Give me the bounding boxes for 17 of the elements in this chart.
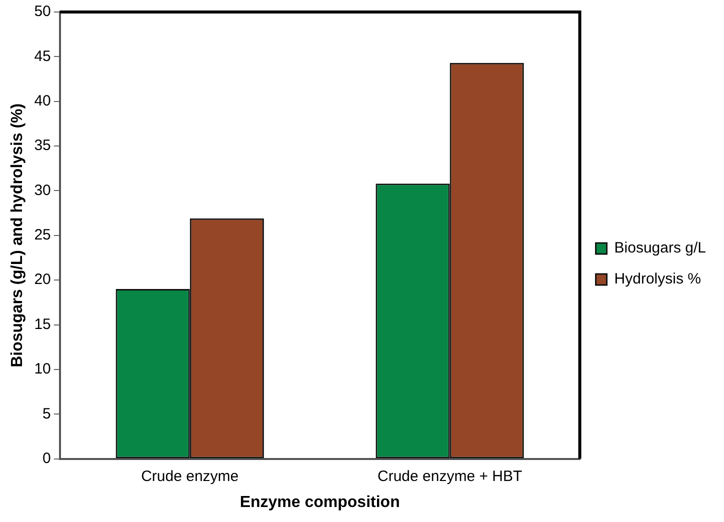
x-axis-title: Enzyme composition: [240, 494, 400, 511]
y-tick-label: 10: [34, 360, 51, 378]
y-tick-label: 35: [34, 137, 51, 154]
y-axis-title: Biosugars (g/L) and hydrolysis (%): [9, 103, 26, 368]
y-tick-label: 50: [34, 3, 51, 20]
y-tick-label: 20: [34, 271, 51, 288]
y-tick-label: 5: [42, 405, 51, 422]
x-tick-label: Crude enzyme: [141, 468, 239, 485]
legend-label: Hydrolysis %: [614, 270, 701, 288]
y-tick-label: 45: [34, 48, 51, 65]
y-tick-label: 40: [34, 92, 51, 110]
y-tick-label: 15: [34, 316, 51, 333]
legend-label: Biosugars g/L: [614, 240, 706, 257]
x-tick-label: Crude enzyme + HBT: [377, 468, 522, 485]
y-tick-label: 30: [34, 182, 51, 199]
y-tick-label: 0: [42, 450, 51, 467]
y-tick-label: 25: [34, 226, 51, 244]
